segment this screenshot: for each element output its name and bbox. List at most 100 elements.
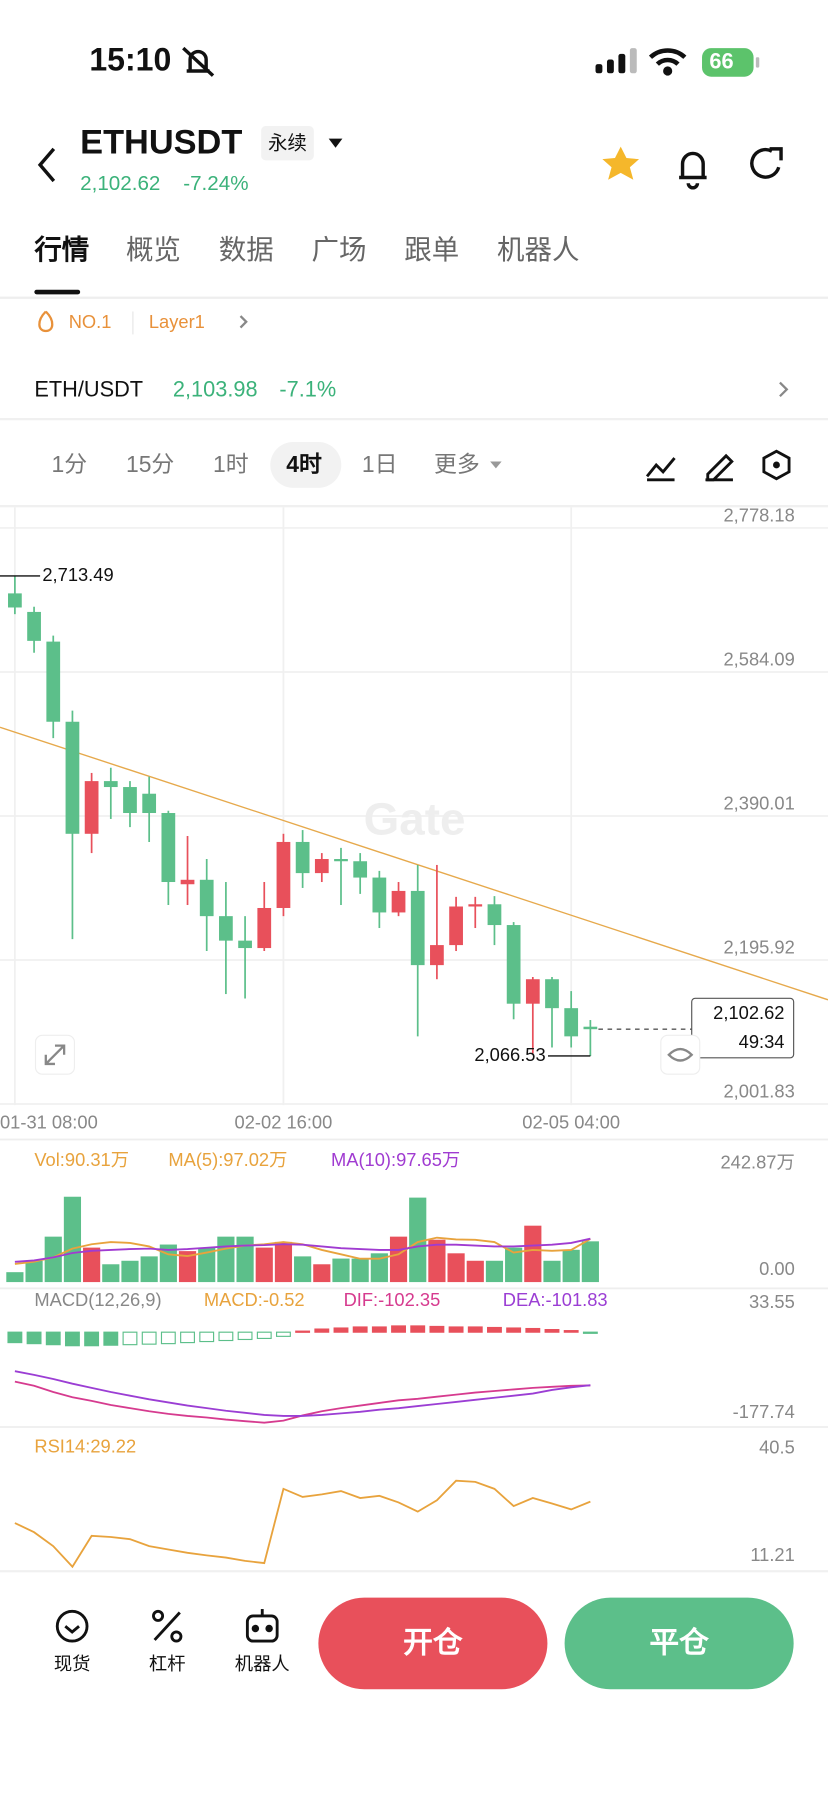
- volume-bar: [332, 1258, 350, 1283]
- volume-bar: [428, 1239, 446, 1283]
- legend-entry: MACD:-0.52: [204, 1289, 305, 1310]
- trend-line: [0, 726, 828, 1001]
- volume-bar: [524, 1225, 542, 1283]
- chevron[interactable]: [779, 381, 789, 398]
- watermark: Gate: [364, 793, 466, 844]
- spot-icon[interactable]: [55, 1609, 89, 1643]
- macd-bar: [352, 1326, 368, 1333]
- tab[interactable]: 跟单: [404, 234, 459, 265]
- macd-bar: [563, 1330, 579, 1333]
- macd-bar: [333, 1327, 349, 1333]
- macd-bar: [237, 1331, 253, 1341]
- volume-bar: [63, 1196, 82, 1283]
- macd-bar: [26, 1331, 42, 1345]
- candle-body: [353, 861, 368, 878]
- spot-price: 2,103.98: [173, 376, 258, 401]
- last-price-box: [691, 997, 795, 1059]
- macd-bar: [429, 1325, 445, 1333]
- candle-body: [430, 945, 444, 966]
- y-tick-label: 33.55: [749, 1291, 795, 1312]
- dropdown-arrow[interactable]: [328, 138, 343, 148]
- macd-bar: [314, 1328, 330, 1333]
- tab[interactable]: 广场: [312, 234, 367, 265]
- status-time: 15:10: [89, 41, 171, 77]
- visibility-button[interactable]: [660, 1034, 701, 1075]
- contract-type[interactable]: 永续: [268, 132, 307, 154]
- favorite-star[interactable]: [602, 146, 640, 180]
- macd-bar: [180, 1331, 195, 1344]
- volume-bar: [505, 1247, 523, 1283]
- rank-tag[interactable]: NO.1: [69, 311, 112, 332]
- volume-bar: [236, 1236, 254, 1283]
- spot-pair[interactable]: ETH/USDT: [34, 376, 143, 401]
- alert-bell[interactable]: [679, 151, 707, 190]
- draw-icon[interactable]: [705, 453, 734, 482]
- expand-icon: [44, 1044, 66, 1066]
- tab[interactable]: 概览: [126, 234, 181, 265]
- candle-body: [103, 781, 118, 788]
- tool-label[interactable]: 机器人: [235, 1653, 290, 1674]
- margin-icon[interactable]: [152, 1609, 183, 1643]
- volume-bar: [313, 1264, 331, 1283]
- macd-bar: [487, 1326, 502, 1333]
- interval[interactable]: 1时: [213, 451, 249, 477]
- candle-body: [487, 904, 502, 926]
- volume-bar: [255, 1247, 273, 1283]
- macd-bar: [525, 1327, 541, 1333]
- macd-bar: [218, 1331, 234, 1342]
- tab[interactable]: 行情: [33, 234, 89, 265]
- candle-body: [314, 859, 329, 874]
- macd-bar: [7, 1331, 23, 1344]
- bot-icon[interactable]: [245, 1609, 279, 1643]
- back-button[interactable]: [37, 147, 56, 183]
- volume-bar: [562, 1249, 580, 1283]
- interval[interactable]: 更多: [434, 451, 480, 477]
- candle-body: [84, 781, 99, 834]
- candle-body: [276, 841, 291, 908]
- candle-body: [295, 841, 310, 874]
- share-icon[interactable]: [750, 147, 783, 179]
- more-arrow[interactable]: [490, 461, 502, 469]
- volume-bar: [485, 1260, 504, 1283]
- volume-bar: [581, 1241, 599, 1283]
- legend-entry: DIF:-102.35: [344, 1289, 441, 1310]
- candle-body: [410, 890, 425, 966]
- macd-bar: [448, 1326, 464, 1333]
- volume-bar: [447, 1253, 465, 1283]
- header-change: -7.24%: [183, 172, 248, 195]
- extreme-label: 2,713.49: [42, 564, 113, 585]
- settings-icon[interactable]: [762, 449, 791, 481]
- interval[interactable]: 15分: [126, 451, 174, 477]
- close-label[interactable]: 平仓: [649, 1626, 709, 1659]
- sector-tag[interactable]: Layer1: [149, 311, 205, 332]
- y-tick-label: 2,390.01: [723, 792, 794, 813]
- contract-badge: [261, 125, 314, 161]
- y-tick-label: 2,584.09: [723, 648, 794, 669]
- macd-bar: [276, 1331, 291, 1337]
- close-button[interactable]: [564, 1597, 794, 1690]
- extreme-label: 2,066.53: [474, 1044, 545, 1065]
- interval[interactable]: 1分: [52, 451, 88, 477]
- interval[interactable]: 1日: [362, 451, 398, 477]
- countdown: 49:34: [739, 1031, 785, 1052]
- open-label[interactable]: 开仓: [403, 1626, 463, 1659]
- volume-bar: [217, 1236, 235, 1283]
- tab[interactable]: 数据: [219, 234, 274, 265]
- interval[interactable]: 4时: [286, 451, 322, 477]
- tool-label[interactable]: 现货: [54, 1653, 91, 1674]
- candle-body: [199, 879, 214, 917]
- open-button[interactable]: [318, 1597, 548, 1690]
- candle-body: [583, 1026, 598, 1030]
- candle-body: [525, 979, 540, 1004]
- legend-entry: MA(10):97.65万: [331, 1149, 460, 1170]
- macd-bar: [103, 1331, 119, 1346]
- volume-bar: [370, 1253, 388, 1283]
- tool-label[interactable]: 杠杆: [149, 1653, 186, 1674]
- candle-body: [545, 979, 559, 1009]
- x-tick-label: 01-31 08:00: [0, 1111, 98, 1132]
- y-tick-label: 0.00: [759, 1258, 795, 1279]
- chevron[interactable]: [239, 315, 248, 329]
- indicator-icon[interactable]: [645, 457, 676, 482]
- mute-icon: [182, 46, 215, 77]
- tab[interactable]: 机器人: [497, 234, 579, 265]
